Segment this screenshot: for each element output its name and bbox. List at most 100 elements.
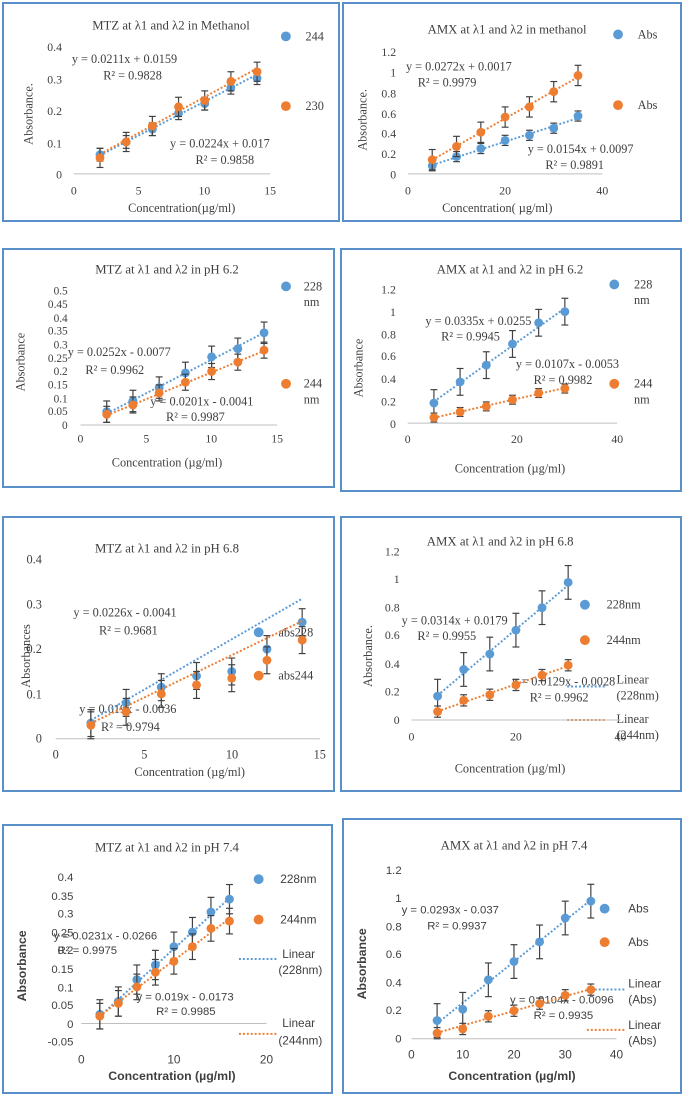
x-tick-label: 10 [205, 432, 217, 446]
data-point [549, 87, 559, 97]
x-tick-label: 0 [78, 432, 84, 446]
annotations: y = 0.0314x + 0.0179 R² = 0.9955 y = 0.0… [402, 613, 616, 704]
trend-r2: R² = 0.9962 [85, 363, 144, 377]
legend-marker [253, 627, 264, 638]
legend-marker [253, 670, 264, 681]
y-axis-label: Absorbances [19, 624, 33, 688]
y-tick-label: 1.2 [386, 865, 402, 877]
data-point [476, 127, 486, 137]
data-point [509, 957, 519, 966]
y-tick-label: 0.2 [47, 105, 62, 118]
x-tick-label: 5 [141, 747, 147, 761]
trend-equation: y = 0.0154x + 0.0097 [528, 142, 634, 156]
chart-mtz-ph68: MTZ at λ1 and λ2 in pH 6.8 Concentration… [19, 541, 326, 779]
data-point [586, 896, 596, 906]
data-point [102, 409, 112, 419]
trendline [433, 307, 566, 403]
x-tick-label: 10 [456, 1047, 470, 1061]
trend-equation: y = 0.0293x - 0.037 [402, 905, 499, 917]
data-point [534, 388, 544, 398]
data-point [206, 923, 216, 933]
data-point [455, 377, 465, 387]
legend: Abs Abs [613, 27, 658, 112]
legend: 228 nm 244 nm [609, 277, 652, 406]
y-tick-label: 0.2 [386, 1005, 402, 1017]
data-point [500, 112, 510, 122]
y-ticks: 0 0.2 0.4 0.6 0.8 1 1.2 [381, 46, 396, 182]
data-point [429, 413, 439, 422]
legend-label: Linear [616, 712, 648, 726]
plot-area [80, 321, 278, 426]
legend-label: nm [304, 392, 320, 406]
chart-title: AMX at λ1 and λ2 in pH 6.8 [427, 535, 574, 549]
data-point [121, 137, 131, 147]
trend-r2: R² = 0.9681 [99, 623, 158, 637]
y-tick-label: 0.05 [51, 1000, 73, 1012]
x-ticks: 0 10 20 [78, 1052, 274, 1066]
legend-label: (244nm) [616, 728, 658, 742]
legend-label: (244nm) [278, 1034, 322, 1048]
y-axis-label: Absorbance. [22, 83, 36, 145]
trend-equation: y = 0.019x - 0.0173 [136, 991, 233, 1003]
y-ticks: 0 0.2 0.4 0.6 0.8 1 1.2 [385, 544, 400, 727]
y-tick-label: 0.5 [54, 285, 68, 297]
data-point [150, 967, 160, 977]
y-tick-label: 0.6 [386, 949, 402, 961]
legend-label: abs244 [278, 669, 313, 683]
chart-mtz-methanol: MTZ at λ1 and λ2 in Methanol Concentrati… [22, 19, 324, 216]
legend-marker [253, 874, 264, 885]
trendline [433, 386, 566, 419]
x-axis-label: Concentration (µg/ml) [455, 761, 566, 775]
legend: Abs Abs Linear (Abs) Linear (Abs) [586, 902, 661, 1048]
legend-label: (Abs) [628, 1034, 656, 1048]
chart-panel-amx-methanol: AMX at λ1 and λ2 in methanol Concentrati… [342, 2, 682, 222]
data-point [459, 695, 469, 705]
x-tick-label: 0 [405, 184, 411, 197]
y-tick-label: 1 [395, 893, 401, 905]
chart-title: AMX at λ1 and λ2 in methanol [428, 22, 587, 36]
trend-r2: R² = 0.9891 [545, 158, 604, 172]
data-point [180, 377, 190, 387]
legend-label: nm [634, 392, 650, 406]
y-tick-label: -0.05 [48, 1037, 74, 1049]
data-point [534, 318, 544, 328]
annotations: y = 0.0272x + 0.0017 R² = 0.9979 y = 0.0… [406, 60, 634, 172]
data-point [525, 130, 534, 140]
trendline [99, 917, 231, 1017]
trendline [437, 665, 569, 713]
y-axis-label: Absorbance. [356, 89, 370, 151]
data-point [511, 625, 521, 635]
legend-label: abs228 [278, 625, 313, 639]
trendline [99, 897, 231, 1018]
trend-r2: R² = 0.9945 [441, 329, 500, 343]
chart-panel-amx-ph68: AMX at λ1 and λ2 in pH 6.8 Concentration… [340, 516, 682, 792]
legend-marker [599, 937, 610, 948]
data-point [156, 689, 166, 699]
y-tick-label: 1.2 [385, 544, 400, 558]
x-tick-label: 10 [167, 1052, 181, 1066]
data-point [227, 673, 237, 683]
y-tick-label: 0.6 [385, 628, 400, 642]
y-tick-label: 0 [390, 169, 396, 182]
legend-label: 230 [306, 99, 324, 113]
x-tick-label: 0 [78, 1052, 85, 1066]
y-tick-label: 0.8 [381, 87, 396, 100]
trend-r2: R² = 0.9937 [427, 920, 487, 932]
x-tick-label: 10 [198, 184, 210, 197]
plot-area [411, 883, 617, 1040]
data-point [225, 894, 234, 904]
y-tick-label: 0.15 [51, 964, 73, 976]
trend-r2: R² = 0.9955 [417, 629, 476, 643]
data-point [113, 998, 123, 1008]
legend-label: 244nm [280, 913, 316, 927]
y-tick-label: 0.1 [47, 137, 62, 150]
data-point [432, 1028, 442, 1038]
legend-marker [609, 378, 620, 389]
legend-marker [280, 31, 291, 42]
trend-r2: R² = 0.9935 [534, 1010, 594, 1022]
data-point [297, 635, 307, 645]
y-tick-label: 0.6 [381, 349, 396, 363]
y-axis-label: Absorbance [13, 332, 27, 391]
y-tick-label: 1 [394, 572, 400, 586]
data-point [147, 121, 157, 131]
